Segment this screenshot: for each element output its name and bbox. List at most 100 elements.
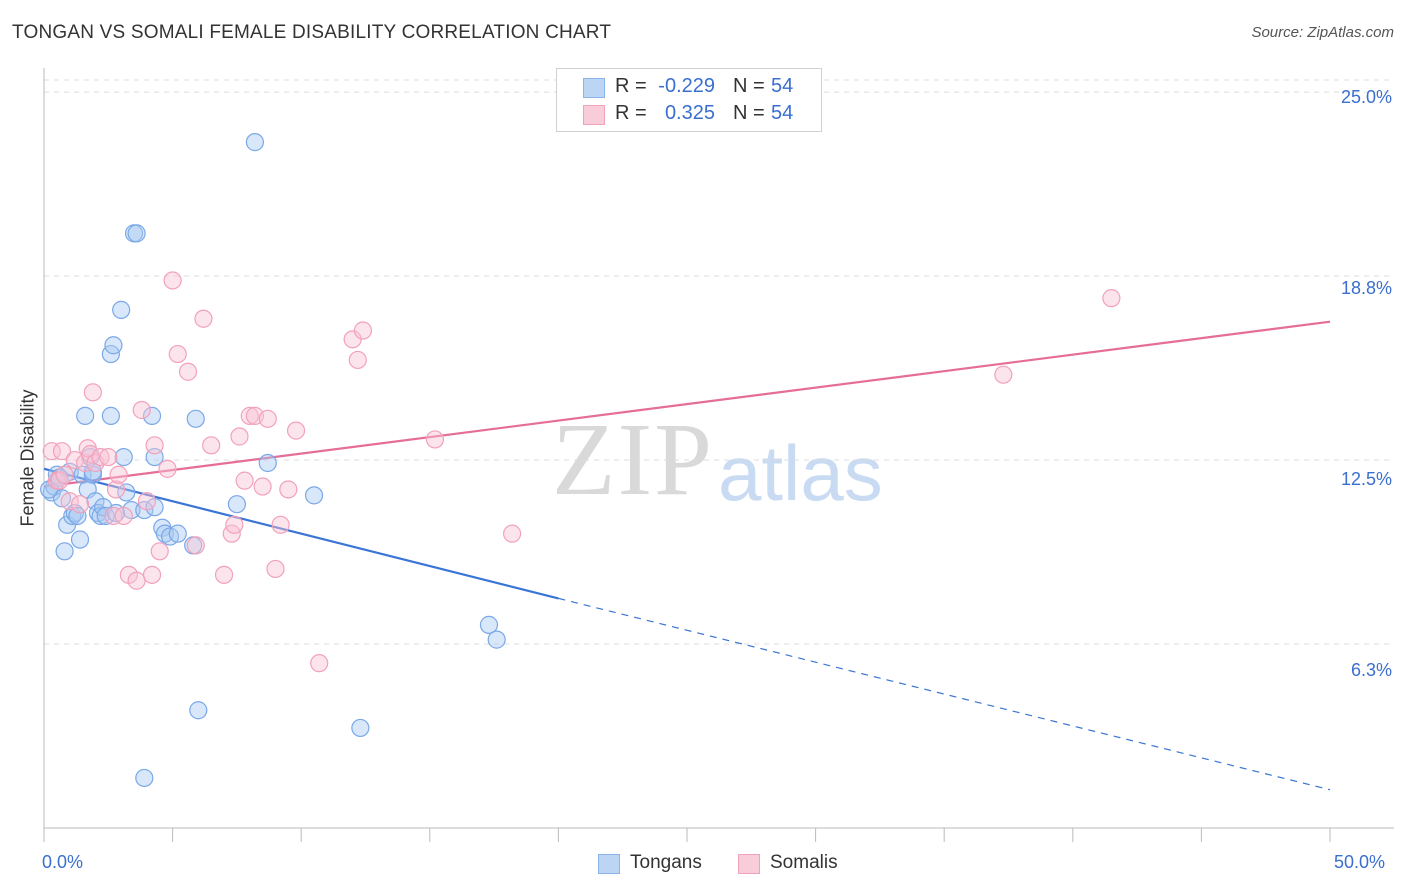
point-tongans — [258, 453, 277, 473]
trend-lines — [43, 320, 1331, 791]
point-somalis — [230, 427, 249, 446]
point-somalis — [109, 465, 128, 484]
data-points — [40, 133, 1121, 788]
point-somalis — [55, 465, 74, 484]
point-tongans — [112, 300, 131, 320]
point-tongans — [189, 701, 208, 720]
point-tongans — [114, 447, 133, 467]
point-somalis — [91, 447, 110, 467]
point-somalis — [50, 471, 69, 490]
point-somalis — [202, 436, 221, 455]
point-somalis — [150, 542, 169, 561]
point-somalis — [225, 515, 244, 534]
point-somalis — [142, 565, 162, 584]
point-somalis — [158, 459, 177, 478]
point-tongans — [65, 503, 84, 523]
point-somalis — [114, 506, 133, 526]
point-tongans — [101, 406, 120, 425]
point-somalis — [271, 515, 290, 534]
point-tongans — [68, 506, 87, 526]
correlation-legend: R = -0.229 N = 54 R = 0.325 N = 54 — [556, 68, 822, 132]
legend-r-value: 0.325 — [664, 102, 715, 124]
watermark-atlas: atlas — [718, 429, 883, 517]
x-tick-label-right: 50.0% — [1334, 852, 1386, 872]
point-somalis — [104, 506, 123, 526]
point-somalis — [52, 442, 72, 461]
point-somalis — [194, 309, 213, 328]
point-somalis — [348, 350, 367, 370]
point-somalis — [279, 480, 298, 499]
point-somalis — [310, 654, 329, 673]
point-tongans — [104, 336, 123, 355]
point-somalis — [42, 442, 61, 461]
legend-n-value: 54 — [771, 75, 794, 97]
point-somalis — [353, 321, 373, 340]
point-tongans — [479, 615, 499, 634]
point-somalis — [994, 365, 1013, 384]
legend-r-label: R = — [615, 102, 647, 124]
chart-source: Source: ZipAtlas.com — [1251, 24, 1394, 41]
legend-row-somalis: R = 0.325 N = 54 — [557, 102, 821, 128]
trend-line-somalis — [43, 320, 1331, 488]
point-tongans — [127, 224, 146, 243]
point-somalis — [425, 430, 445, 449]
legend-swatch-somalis — [583, 105, 605, 125]
point-somalis — [186, 536, 205, 555]
y-tick-label-12-5: 12.5% — [1340, 469, 1392, 489]
y-tick-label-25-0: 25.0% — [1340, 87, 1392, 107]
point-tongans — [245, 133, 265, 152]
point-somalis — [127, 571, 146, 590]
point-somalis — [132, 400, 151, 420]
point-somalis — [145, 436, 164, 455]
legend-label-tongans: Tongans — [630, 852, 702, 873]
trend-line-tongans — [43, 467, 559, 600]
point-somalis — [137, 492, 156, 511]
point-somalis — [240, 406, 259, 425]
point-somalis — [214, 565, 234, 584]
point-somalis — [266, 559, 285, 579]
point-somalis — [286, 421, 306, 440]
point-tongans — [135, 768, 154, 788]
point-tongans — [142, 406, 162, 425]
point-tongans — [186, 409, 205, 428]
point-tongans — [55, 542, 74, 561]
point-somalis — [83, 383, 102, 402]
point-somalis — [106, 480, 126, 499]
legend-swatch-somalis — [738, 854, 760, 874]
y-tick-label-18-8: 18.8% — [1340, 278, 1392, 298]
point-tongans — [70, 530, 90, 549]
point-somalis — [163, 271, 182, 290]
y-tick-label-6-3: 6.3% — [1350, 660, 1392, 680]
point-somalis — [178, 362, 198, 381]
legend-label-somalis: Somalis — [770, 852, 838, 873]
grid-lines — [44, 79, 1394, 645]
axes — [43, 68, 1394, 842]
point-tongans — [351, 718, 370, 738]
point-somalis — [99, 447, 118, 467]
legend-r-value: -0.229 — [658, 75, 715, 97]
point-somalis — [235, 471, 254, 490]
point-somalis — [168, 344, 187, 364]
watermark-zip: ZIP — [552, 402, 714, 517]
point-tongans — [168, 524, 187, 543]
point-tongans — [304, 486, 324, 505]
point-somalis — [503, 524, 522, 543]
point-somalis — [253, 477, 272, 496]
chart-title: TONGAN VS SOMALI FEMALE DISABILITY CORRE… — [12, 22, 612, 43]
point-somalis — [70, 495, 90, 514]
legend-swatch-tongans — [583, 78, 605, 98]
point-tongans — [227, 495, 246, 514]
legend-n-label: N = — [733, 102, 765, 124]
point-tongans — [96, 506, 115, 526]
point-somalis — [1102, 289, 1121, 308]
legend-n-value: 54 — [771, 102, 794, 124]
legend-r-label: R = — [615, 75, 647, 97]
legend-n-label: N = — [733, 75, 765, 97]
point-tongans — [76, 406, 95, 425]
point-tongans — [117, 483, 136, 502]
point-tongans — [155, 524, 174, 543]
point-somalis — [258, 409, 277, 428]
point-tongans — [487, 630, 506, 649]
point-somalis — [81, 445, 100, 464]
